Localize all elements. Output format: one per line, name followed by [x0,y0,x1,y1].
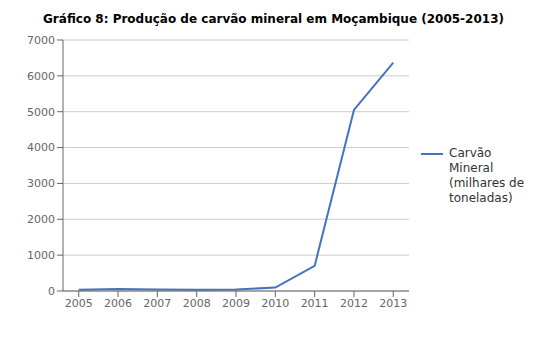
svg-text:2008: 2008 [183,297,211,310]
svg-text:2013: 2013 [379,297,407,310]
svg-text:3000: 3000 [27,177,55,190]
svg-text:2010: 2010 [261,297,289,310]
svg-text:2007: 2007 [143,297,171,310]
html-text:Gráfico 8: Produção de carvão: Gráfico 8: Produção de carvão mineral em… [43,12,504,26]
svg-text:2011: 2011 [301,297,329,310]
svg-text:2005: 2005 [65,297,93,310]
svg-text:2012: 2012 [340,297,368,310]
html-text:Carvão Mineral: Carvão Mineral [449,146,494,175]
html-text:(milhares de: (milhares de [449,176,525,190]
html-text:toneladas): toneladas) [449,191,513,205]
svg-text:2009: 2009 [222,297,250,310]
svg-text:2006: 2006 [104,297,132,310]
svg-text:0: 0 [48,285,55,298]
svg-text:2000: 2000 [27,213,55,226]
svg-text:7000: 7000 [27,34,55,47]
svg-text:4000: 4000 [27,141,55,154]
svg-text:5000: 5000 [27,106,55,119]
svg-text:1000: 1000 [27,249,55,262]
svg-text:6000: 6000 [27,70,55,83]
